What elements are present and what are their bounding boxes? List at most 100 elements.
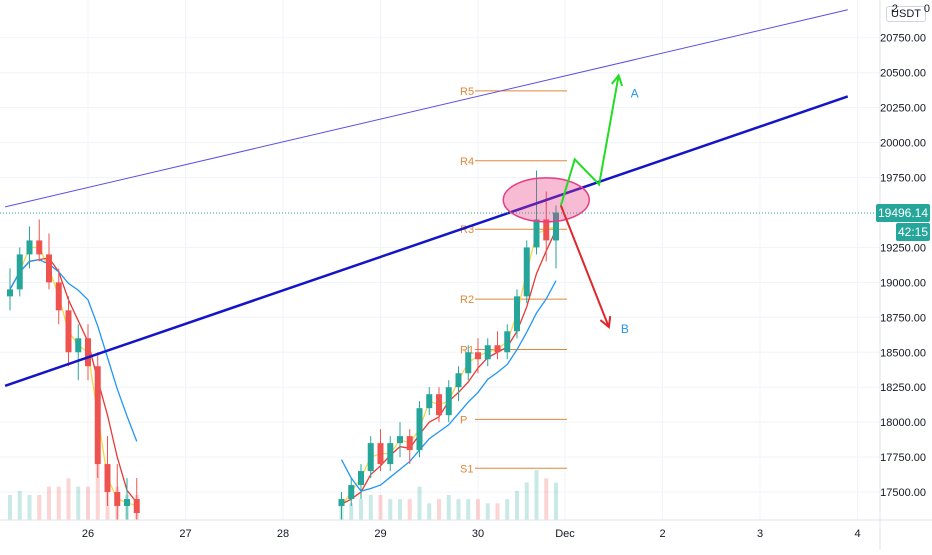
volume-bar: [47, 486, 51, 520]
price-tick-label: 20250.00: [880, 103, 926, 115]
volume-bar: [37, 495, 42, 520]
candle-body: [445, 387, 452, 416]
volume-bar: [359, 499, 363, 520]
arrowhead-down: [599, 316, 612, 330]
grid: [0, 0, 880, 520]
candle-body: [387, 443, 394, 465]
candle-body: [543, 219, 550, 241]
price-tick-label: 20500.00: [880, 68, 926, 80]
candle-body: [436, 394, 442, 416]
time-tick-label: 26: [82, 528, 94, 540]
candle-body: [55, 282, 62, 311]
volume-bar: [554, 482, 558, 520]
volume-bar: [437, 499, 441, 520]
projection-label-b: B: [621, 322, 629, 336]
candle-body: [494, 345, 501, 353]
candle-body: [75, 338, 82, 353]
price-axis[interactable]: 20750.00 20500.00 20250.00 20000.00 19750.00…: [880, 33, 926, 499]
candle-body: [367, 443, 374, 472]
candles: [7, 170, 559, 520]
candle-body: [124, 499, 130, 507]
candle-body: [514, 296, 520, 332]
pivot-label-r2: R2: [460, 294, 474, 306]
volume-bar: [8, 495, 12, 520]
volume-bar: [76, 486, 81, 520]
candle-body: [475, 352, 481, 360]
lower-trendline: [4, 95, 849, 387]
candle-body: [455, 373, 462, 388]
annotations: AB: [0, 73, 880, 336]
candle-body: [406, 436, 413, 451]
projection-up: [559, 75, 620, 206]
price-tick-label: 19750.00: [880, 173, 926, 185]
candle-body: [338, 499, 345, 507]
volume-bar: [407, 499, 412, 520]
candle-body: [465, 352, 472, 374]
corner-label: 2: [891, 3, 898, 15]
volume-bar: [524, 482, 529, 520]
time-tick-label: 3: [757, 528, 763, 540]
candle-body: [133, 499, 140, 514]
price-tick-label: 19000.00: [880, 277, 926, 289]
time-axis[interactable]: 26 27 28 29 30 Dec 2 3 4: [82, 528, 861, 540]
pivot-label-s1: S1: [460, 463, 473, 475]
candle-body: [523, 247, 530, 297]
candle-body: [426, 394, 433, 409]
price-tick-label: 19250.00: [880, 242, 926, 254]
trendlines: [4, 9, 849, 387]
volume-bar: [515, 490, 519, 520]
time-tick-label: 2: [659, 528, 665, 540]
volume-bar: [388, 499, 393, 520]
candle-body: [504, 331, 511, 353]
pivot-label-p: P: [460, 414, 467, 426]
price-tick-label: 17500.00: [880, 487, 926, 499]
price-tick-label: 18750.00: [880, 312, 926, 324]
price-tick-label: 18250.00: [880, 382, 926, 394]
volume-bar: [17, 490, 22, 520]
candle-body: [26, 240, 33, 255]
corner-label-right: 0: [923, 3, 930, 15]
price-tick-label: 18500.00: [880, 347, 926, 359]
volume-bar: [544, 478, 549, 520]
volume-bar: [505, 499, 510, 520]
plot-area: [0, 0, 880, 520]
volume-bar: [466, 499, 471, 520]
candle-body: [36, 240, 43, 255]
ema-slow-line: [9, 258, 138, 442]
candle-body: [114, 492, 121, 507]
volume-bar: [95, 460, 100, 520]
moving-averages: [9, 225, 557, 507]
projection-label-a: A: [631, 86, 639, 100]
volume-bar: [446, 495, 451, 520]
volume-bar: [378, 495, 383, 520]
candle-body: [85, 338, 91, 367]
volume-bar: [534, 470, 539, 520]
candle-body: [65, 310, 72, 353]
price-tick-label: 17750.00: [880, 452, 926, 464]
pivot-label-r5: R5: [460, 86, 474, 98]
candle-body: [397, 436, 403, 444]
currency-label[interactable]: USDT: [886, 6, 926, 22]
volume-bar: [485, 503, 490, 520]
time-tick-label: 4: [854, 528, 860, 540]
ema-slow-line: [340, 280, 557, 492]
price-tick-label: 20000.00: [880, 138, 926, 150]
last-price-label: 19496.14: [876, 204, 930, 222]
volume-bar: [456, 499, 461, 520]
time-tick-label: 27: [179, 528, 191, 540]
volume-bar: [66, 478, 71, 520]
upper-trendline: [5, 9, 848, 208]
time-tick-label: Dec: [555, 528, 575, 540]
volume-bar: [27, 495, 32, 520]
time-tick-label: 30: [472, 528, 484, 540]
breakout-ellipse: [502, 177, 590, 223]
price-tick-label: 20750.00: [880, 33, 926, 45]
candle-countdown: 42:15: [896, 223, 930, 241]
volume-bar: [398, 499, 402, 520]
candle-body: [348, 485, 355, 500]
candle-body: [553, 212, 559, 241]
volume-bar: [495, 503, 500, 520]
volume-bar: [417, 486, 422, 520]
volume-bar: [349, 503, 354, 520]
